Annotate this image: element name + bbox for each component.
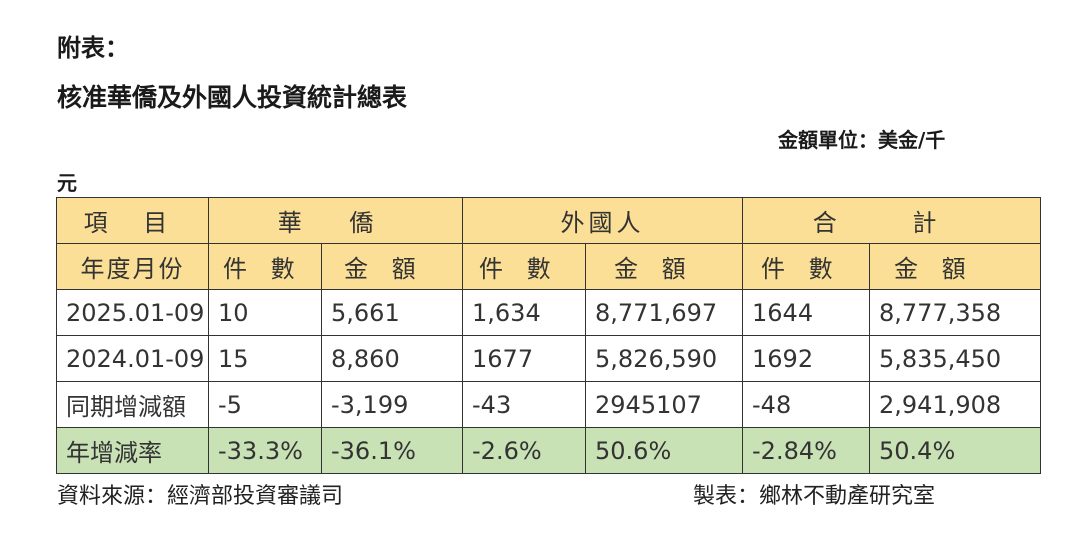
- oc-amount-cell: 8,860: [320, 335, 464, 382]
- t-cases-cell: 1644: [742, 289, 871, 336]
- prepared-by-note: 製表：鄉林不動產研究室: [693, 484, 936, 509]
- table-row-growth-rate: 年增減率 -33.3% -36.1% -2.6% 50.6% -2.84% 50…: [56, 427, 1042, 474]
- t-amount-cell: 8,777,358: [869, 289, 1042, 336]
- header-period: 年度月份: [56, 243, 209, 290]
- row-label: 2024.01-09: [56, 335, 209, 382]
- f-amount-cell: 50.6%: [585, 427, 744, 474]
- f-cases-cell: -2.6%: [462, 427, 587, 474]
- oc-amount-cell: -3,199: [320, 381, 464, 428]
- header-t-amount: 金 額: [869, 243, 1042, 290]
- unit-label: 金額單位：美金/千: [778, 128, 946, 152]
- appendix-label: 附表：: [57, 34, 129, 62]
- table-row: 2025.01-09 10 5,661 1,634 8,771,697 1644…: [56, 289, 1042, 336]
- f-cases-cell: 1677: [462, 335, 587, 382]
- table-row: 2024.01-09 15 8,860 1677 5,826,590 1692 …: [56, 335, 1042, 382]
- t-cases-cell: -2.84%: [742, 427, 871, 474]
- oc-cases-cell: 15: [208, 335, 322, 382]
- row-label: 2025.01-09: [56, 289, 209, 336]
- row-label: 年增減率: [56, 427, 209, 474]
- table-title: 核准華僑及外國人投資統計總表: [57, 83, 408, 112]
- f-amount-cell: 2945107: [585, 381, 744, 428]
- data-source-note: 資料來源：經濟部投資審議司: [57, 484, 344, 509]
- f-cases-cell: -43: [462, 381, 587, 428]
- header-total: 合 計: [742, 197, 1042, 244]
- header-oc-amount: 金 額: [320, 243, 464, 290]
- oc-cases-cell: 10: [208, 289, 322, 336]
- header-foreigners: 外國人: [462, 197, 744, 244]
- f-amount-cell: 8,771,697: [585, 289, 744, 336]
- t-amount-cell: 2,941,908: [869, 381, 1042, 428]
- oc-amount-cell: 5,661: [320, 289, 464, 336]
- header-row-fields: 年度月份 件 數 金 額 件 數 金 額 件 數 金 額: [56, 243, 1042, 290]
- investment-statistics-table: 項 目 華 僑 外國人 合 計 年度月份 件 數 金 額 件 數 金 額 件 數…: [56, 197, 1042, 474]
- row-label: 同期增減額: [56, 381, 209, 428]
- f-cases-cell: 1,634: [462, 289, 587, 336]
- unit-label-wrap: 元: [57, 171, 77, 195]
- oc-amount-cell: -36.1%: [320, 427, 464, 474]
- t-cases-cell: -48: [742, 381, 871, 428]
- header-f-cases: 件 數: [462, 243, 587, 290]
- table-row: 同期增減額 -5 -3,199 -43 2945107 -48 2,941,90…: [56, 381, 1042, 428]
- header-f-amount: 金 額: [585, 243, 744, 290]
- header-item: 項 目: [56, 197, 209, 244]
- t-amount-cell: 5,835,450: [869, 335, 1042, 382]
- header-t-cases: 件 數: [742, 243, 871, 290]
- header-overseas-chinese: 華 僑: [207, 197, 464, 244]
- oc-cases-cell: -5: [208, 381, 322, 428]
- t-cases-cell: 1692: [742, 335, 871, 382]
- t-amount-cell: 50.4%: [869, 427, 1042, 474]
- header-row-groups: 項 目 華 僑 外國人 合 計: [56, 197, 1042, 244]
- header-oc-cases: 件 數: [208, 243, 322, 290]
- f-amount-cell: 5,826,590: [585, 335, 744, 382]
- oc-cases-cell: -33.3%: [208, 427, 322, 474]
